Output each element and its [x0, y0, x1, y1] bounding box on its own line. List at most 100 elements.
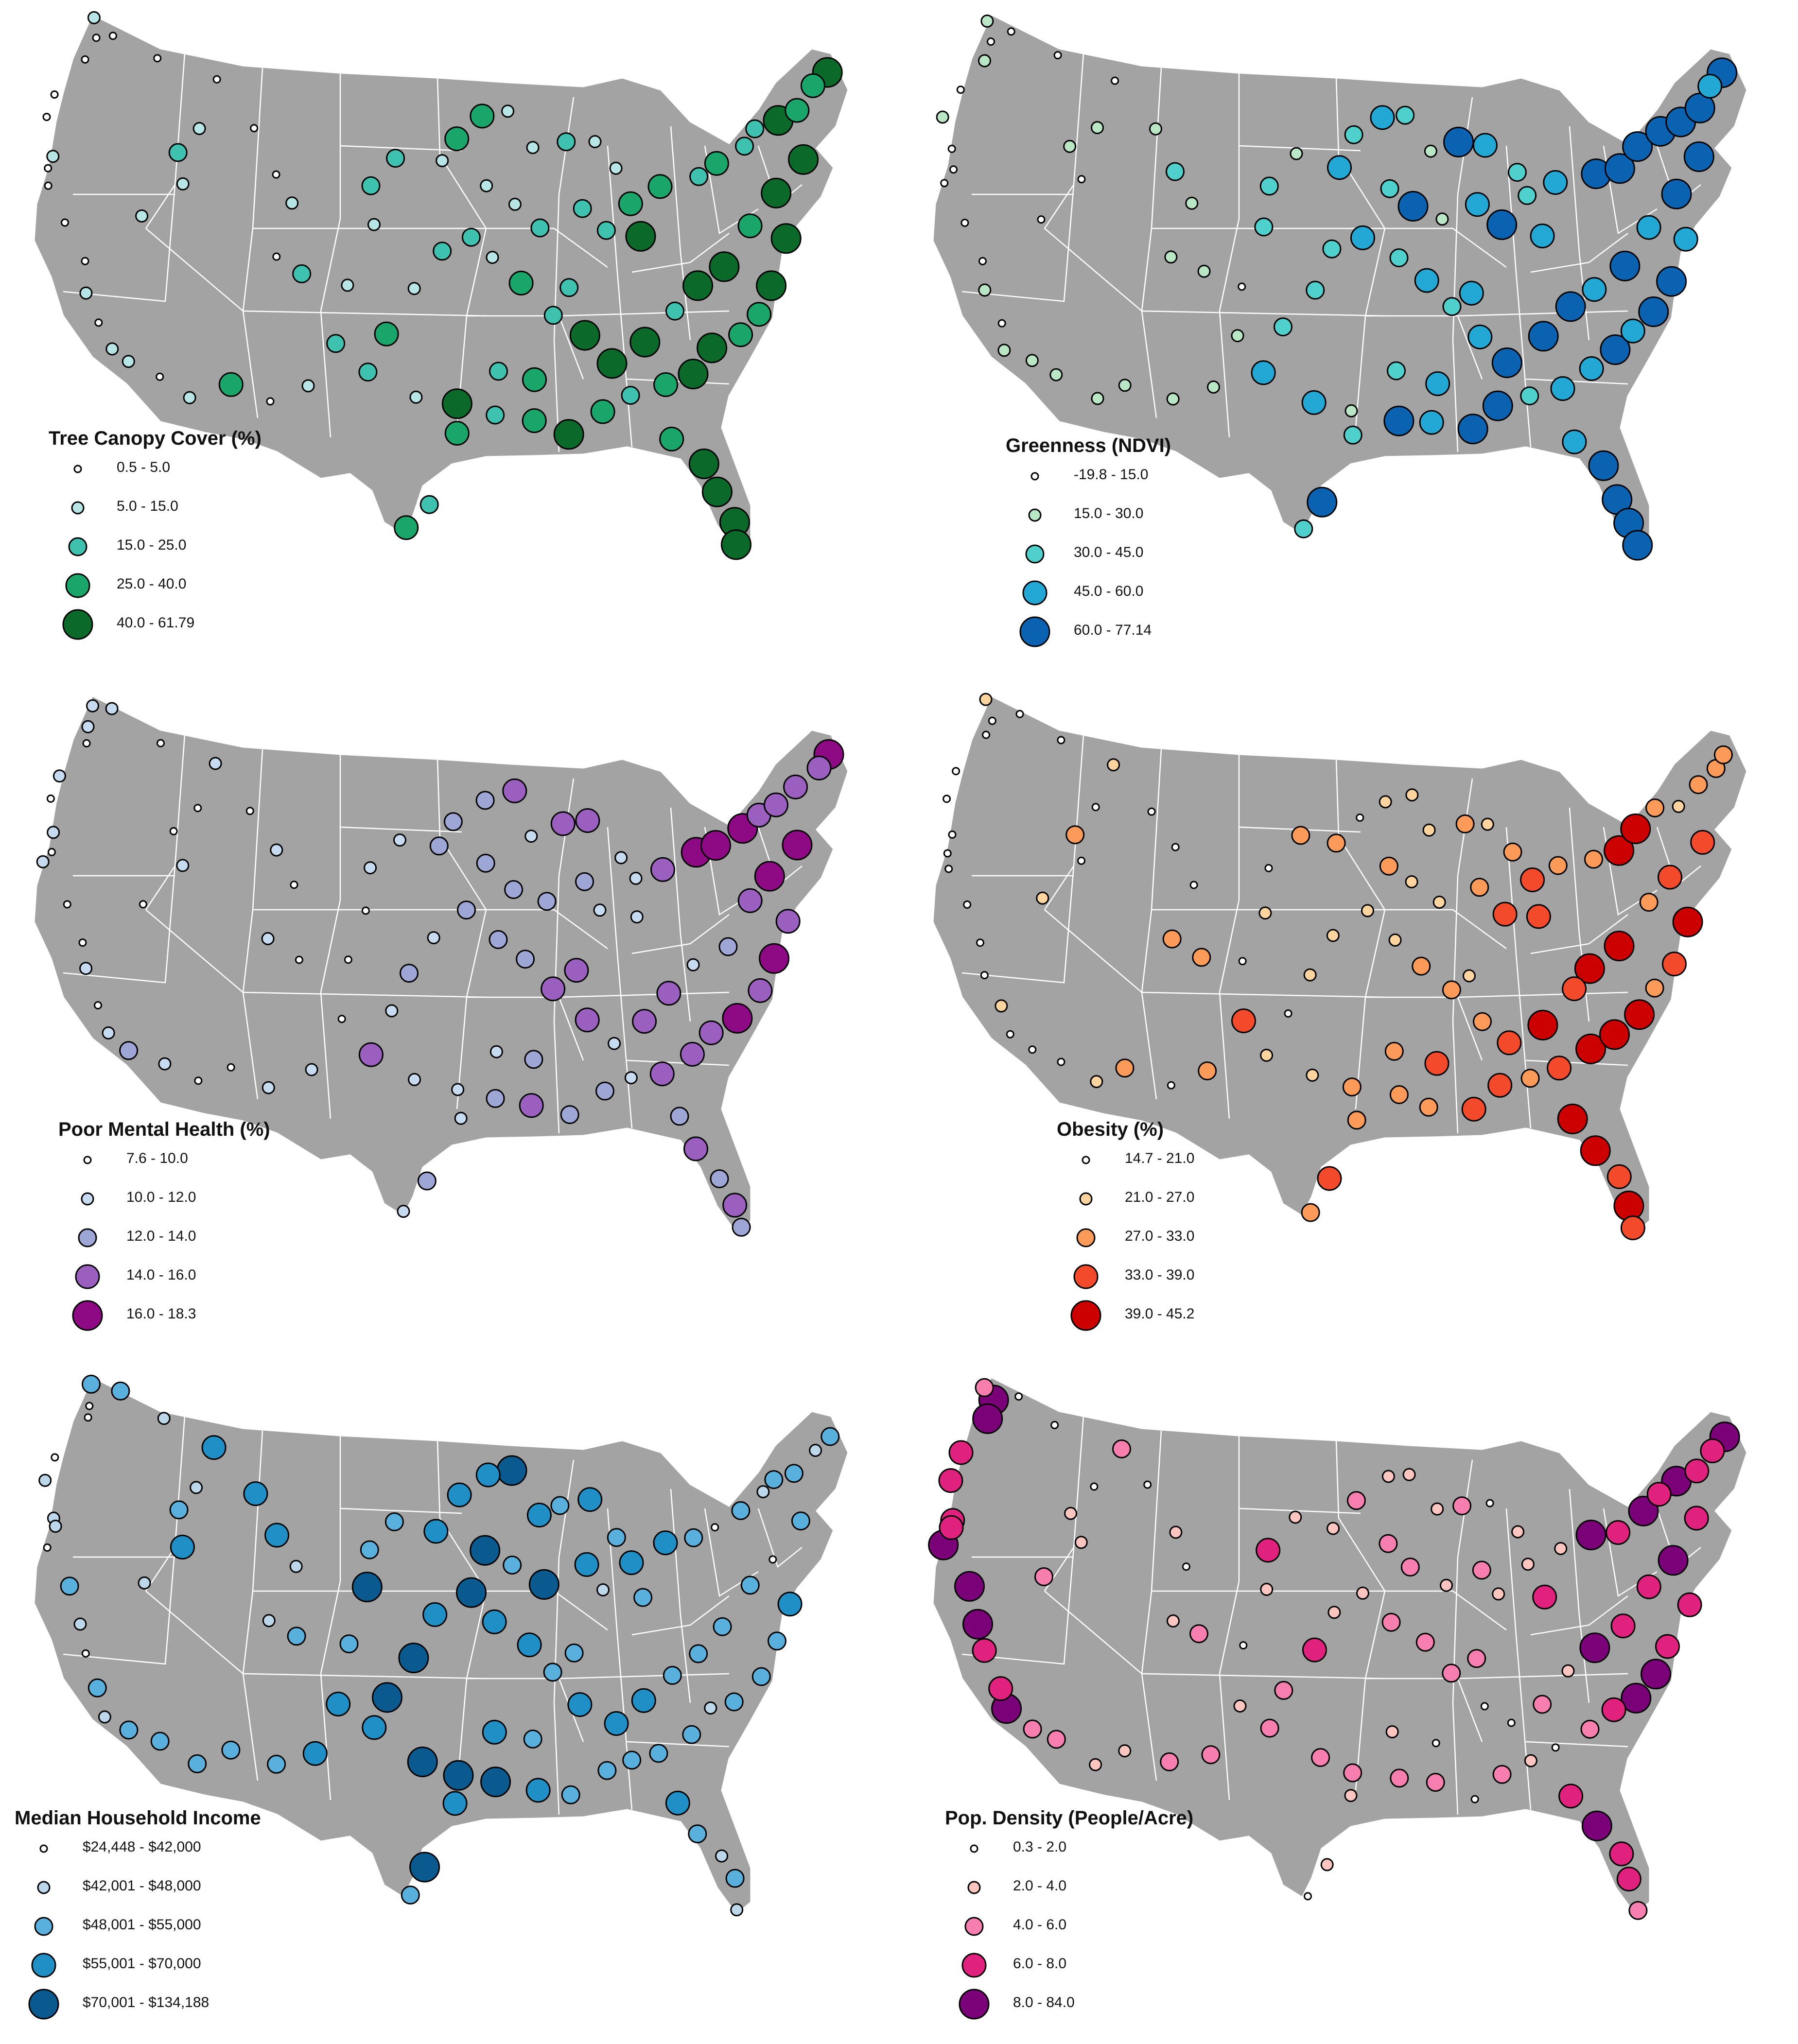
city-marker — [1320, 1858, 1334, 1871]
city-marker — [809, 1444, 822, 1457]
city-marker — [84, 1413, 92, 1422]
state-border — [607, 827, 633, 1129]
city-marker — [1455, 814, 1475, 833]
legend-swatch-circle — [37, 1881, 51, 1894]
legend-label: 5.0 - 15.0 — [117, 498, 178, 514]
city-marker — [158, 1057, 172, 1071]
city-marker — [1532, 1584, 1557, 1610]
city-marker — [262, 1614, 276, 1628]
legend-swatch-circle — [1082, 1156, 1090, 1164]
city-marker — [386, 149, 405, 168]
city-marker — [385, 1004, 399, 1018]
legend-items: -19.8 - 15.0 15.0 - 30.0 30.0 - 45.0 45.0 -… — [1006, 457, 1171, 651]
city-marker — [526, 141, 540, 155]
city-marker — [170, 1535, 195, 1559]
legend-item: 10.0 - 12.0 — [58, 1179, 270, 1218]
city-marker — [939, 1515, 964, 1540]
city-marker — [1050, 1420, 1059, 1429]
city-marker — [190, 1481, 203, 1494]
city-marker — [339, 1634, 359, 1654]
city-marker — [524, 830, 538, 843]
city-marker — [517, 1632, 542, 1658]
city-marker — [1065, 825, 1085, 845]
legend-items: 14.7 - 21.0 21.0 - 27.0 27.0 - 33.0 33.0 - … — [1057, 1141, 1194, 1335]
legend-label: $42,001 - $48,000 — [83, 1878, 201, 1894]
city-marker — [441, 388, 472, 419]
city-marker — [47, 826, 60, 839]
city-marker — [1457, 414, 1488, 445]
city-marker — [486, 1089, 505, 1108]
city-marker — [1604, 931, 1635, 962]
city-marker — [1379, 795, 1392, 809]
city-marker — [1684, 1506, 1709, 1531]
city-marker — [1302, 1637, 1327, 1663]
income-map-panel: Median Household Income $24,448 - $42,00… — [0, 1363, 899, 2044]
city-marker — [1683, 141, 1714, 172]
city-marker — [523, 1730, 542, 1749]
city-marker — [604, 1711, 629, 1736]
legend-swatch — [72, 1300, 103, 1331]
city-marker — [169, 1500, 189, 1520]
city-marker — [1622, 530, 1653, 561]
city-marker — [501, 104, 515, 118]
legend-item: $48,001 - $55,000 — [15, 1907, 261, 1946]
state-border — [961, 866, 1075, 984]
city-marker — [1350, 225, 1375, 250]
city-marker — [1424, 1051, 1449, 1076]
city-marker — [688, 1824, 707, 1844]
city-marker — [81, 55, 89, 64]
city-marker — [1291, 826, 1310, 845]
city-marker — [1143, 1480, 1152, 1489]
city-marker — [60, 1576, 79, 1596]
state-border — [1141, 310, 1385, 317]
city-marker — [1260, 1583, 1274, 1596]
city-marker — [1327, 1606, 1341, 1619]
city-marker — [301, 379, 315, 393]
city-marker — [735, 137, 754, 156]
city-marker — [1582, 277, 1607, 302]
city-marker — [1658, 865, 1682, 890]
city-marker — [360, 1540, 379, 1559]
city-marker — [1006, 1030, 1014, 1039]
city-marker — [1452, 1496, 1472, 1516]
city-marker — [1562, 976, 1587, 1002]
city-marker — [979, 693, 993, 706]
city-marker — [38, 1473, 52, 1487]
legend-label: 21.0 - 27.0 — [1125, 1189, 1195, 1205]
city-marker — [156, 372, 164, 381]
legend-swatch-circle — [83, 1156, 92, 1164]
us-land-shape — [932, 694, 1748, 1234]
legend-swatch — [967, 1881, 981, 1894]
legend-swatch — [1025, 544, 1045, 564]
city-marker — [553, 419, 584, 450]
city-marker — [647, 174, 673, 199]
city-marker — [1604, 835, 1635, 866]
city-marker — [597, 1761, 617, 1780]
city-marker — [444, 126, 470, 152]
city-marker — [1503, 842, 1522, 862]
city-marker — [541, 976, 566, 1002]
city-marker — [949, 165, 958, 174]
city-marker — [194, 1076, 203, 1085]
city-marker — [42, 113, 51, 121]
city-marker — [1379, 856, 1398, 876]
city-marker — [1485, 1499, 1494, 1507]
city-marker — [1600, 334, 1631, 365]
city-marker — [593, 903, 607, 917]
city-marker — [447, 1482, 472, 1507]
city-marker — [1414, 268, 1439, 293]
city-marker — [50, 90, 59, 99]
city-marker — [704, 1701, 717, 1715]
city-marker — [575, 1007, 600, 1033]
city-marker — [624, 1071, 638, 1085]
city-marker — [732, 1217, 751, 1237]
legend-label: 12.0 - 14.0 — [126, 1228, 196, 1244]
city-marker — [1613, 1191, 1644, 1221]
city-marker — [947, 144, 956, 153]
city-marker — [560, 1105, 579, 1125]
city-marker — [782, 830, 813, 861]
city-marker — [526, 1503, 552, 1528]
city-marker — [73, 1617, 87, 1631]
city-marker — [748, 978, 773, 1003]
city-marker — [704, 151, 729, 176]
